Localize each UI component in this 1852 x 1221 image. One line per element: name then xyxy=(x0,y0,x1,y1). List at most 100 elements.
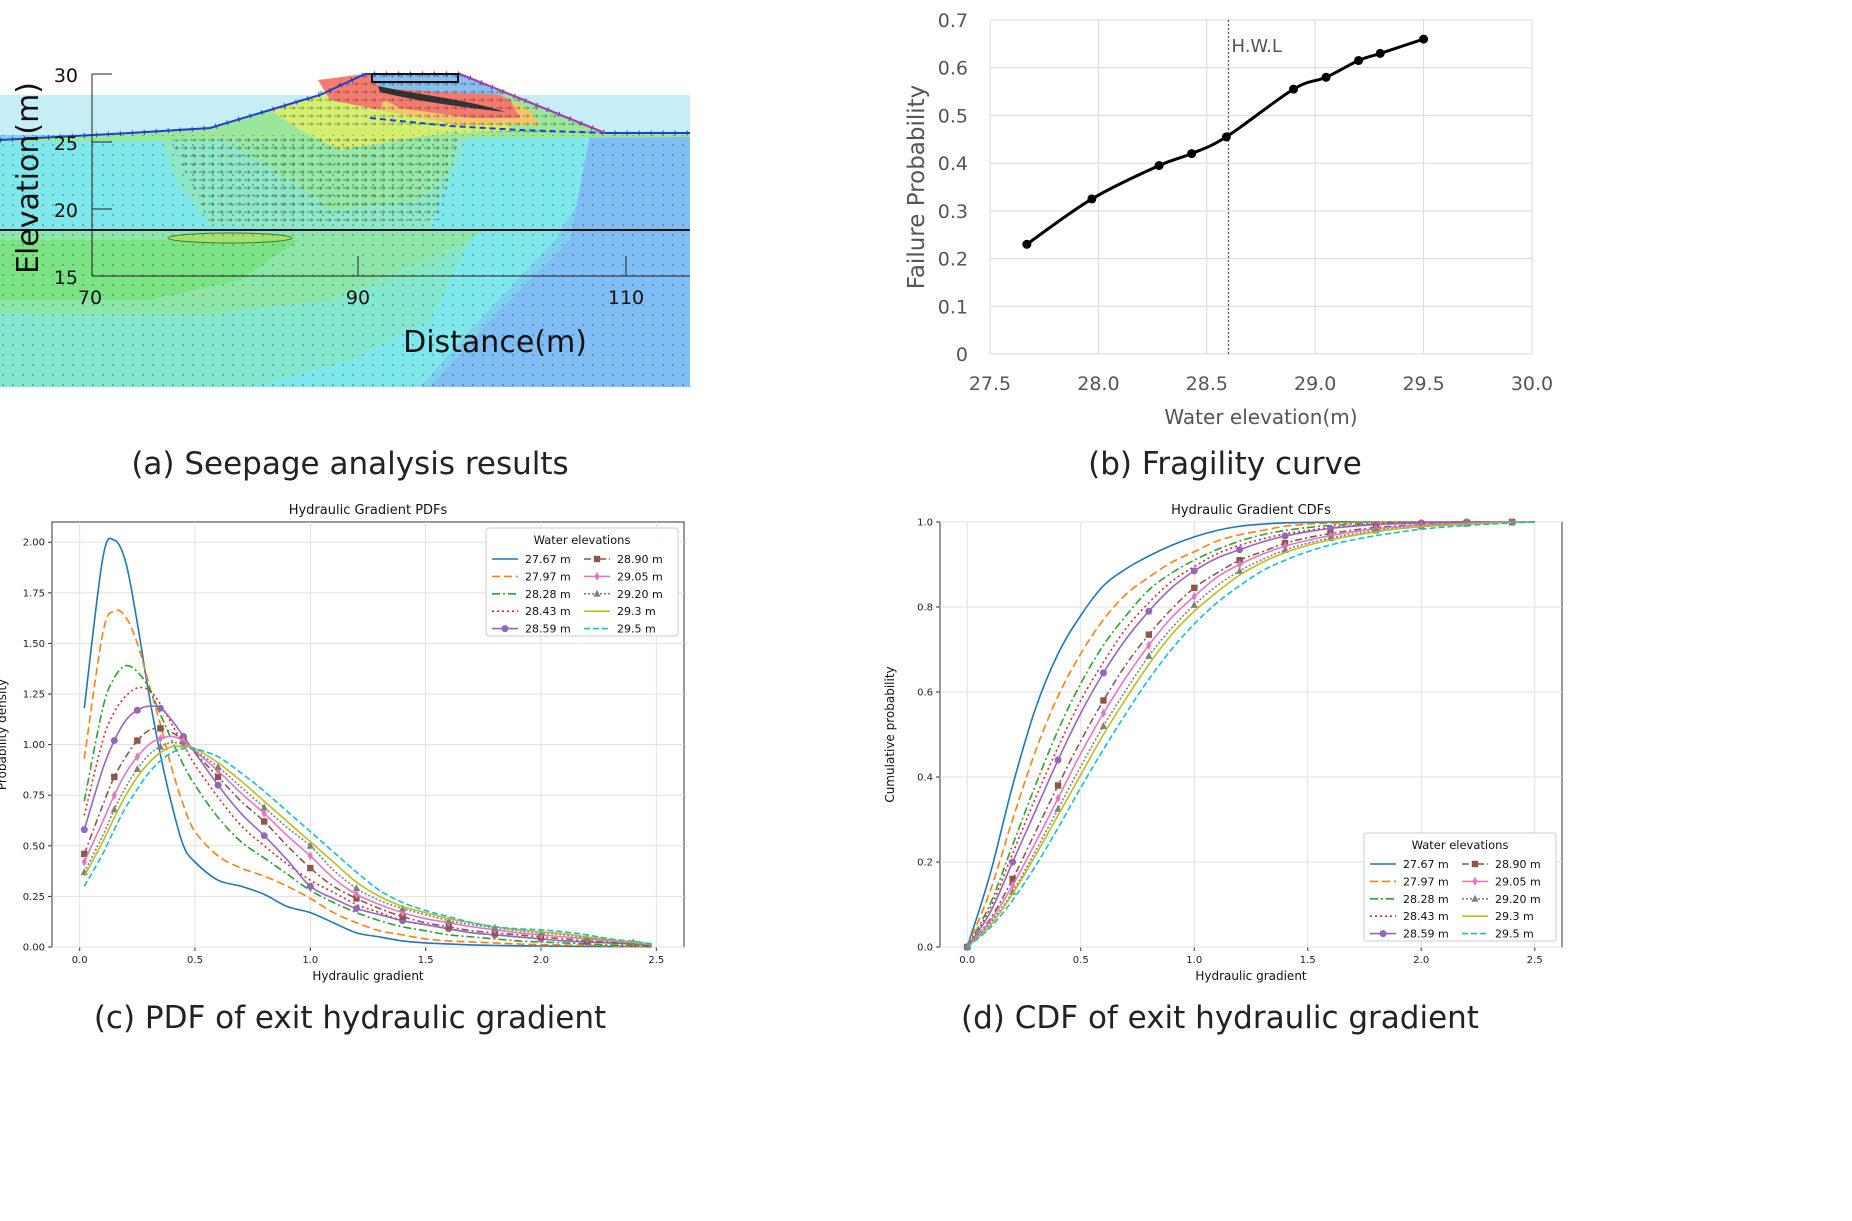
seepage-ylabel: Elevation(m) xyxy=(11,82,46,274)
y-tick-label: 1.0 xyxy=(917,518,933,529)
x-tick-label: 1.5 xyxy=(418,955,434,966)
y-tick-label: 0.75 xyxy=(23,791,45,802)
caption-d: (d) CDF of exit hydraulic gradient xyxy=(961,1000,1479,1036)
legend-label: 28.28 m xyxy=(1403,893,1449,906)
chart-title: Hydraulic Gradient PDFs xyxy=(289,503,448,518)
y-axis-label: Failure Probability xyxy=(904,85,930,290)
y-tick-label: 0.2 xyxy=(917,858,933,869)
series-marker xyxy=(1099,669,1107,677)
seepage-ytick-25: 25 xyxy=(54,133,78,155)
series-line xyxy=(83,741,652,945)
series-marker xyxy=(133,764,141,772)
data-point xyxy=(1087,194,1097,204)
x-tick-label: 29.0 xyxy=(1294,373,1336,395)
data-point xyxy=(1321,72,1331,82)
series-marker xyxy=(80,826,88,834)
series-marker xyxy=(1146,640,1152,650)
y-tick-label: 0.00 xyxy=(23,943,45,954)
series-marker xyxy=(1145,607,1153,615)
pdf-chart: 0.0 0.5 1.0 1.5 2.0 2.5 0.00 0.25 0.50 0.75 1.00 1.… xyxy=(0,503,685,983)
series-line xyxy=(966,521,1535,948)
series-marker xyxy=(1054,782,1062,789)
legend-label: 28.28 m xyxy=(525,588,571,601)
data-point xyxy=(1187,149,1197,159)
caption-a: (a) Seepage analysis results xyxy=(131,446,569,482)
data-point xyxy=(1154,161,1164,171)
x-tick-label: 1.0 xyxy=(302,955,318,966)
y-tick-label: 0.3 xyxy=(938,201,968,223)
y-tick-label: 0.8 xyxy=(917,603,933,614)
series-marker xyxy=(1379,930,1387,938)
series-marker xyxy=(214,781,222,789)
series-line xyxy=(966,521,1535,948)
legend-label: 28.59 m xyxy=(525,623,571,636)
series-marker xyxy=(445,916,453,924)
y-tick-label: 0.2 xyxy=(938,249,968,271)
series-marker xyxy=(1190,600,1198,608)
legend-label: 28.43 m xyxy=(1403,910,1449,923)
series-marker xyxy=(261,808,267,818)
legend-label: 27.67 m xyxy=(525,553,571,566)
y-axis-label: Cumulative probability xyxy=(883,666,897,802)
series-marker xyxy=(110,737,118,745)
series-marker xyxy=(1055,793,1061,803)
series-marker xyxy=(1009,875,1016,883)
data-point xyxy=(1221,132,1231,142)
y-axis-label: Probability density xyxy=(0,679,9,790)
series-marker xyxy=(156,742,165,750)
series-marker xyxy=(214,762,222,770)
series-marker xyxy=(1191,591,1197,601)
legend-box xyxy=(485,527,679,637)
series-marker xyxy=(1054,804,1062,812)
seepage-ytick-15: 15 xyxy=(54,267,78,289)
series-marker xyxy=(134,752,140,762)
y-tick-label: 1.25 xyxy=(23,690,45,701)
seepage-xtick-110: 110 xyxy=(608,287,644,309)
fragility-panel: 27.5 28.0 28.5 29.0 29.5 30.0 0 0.1 0.2 0.3 0.4 0.5… xyxy=(900,0,1560,440)
series-marker xyxy=(1100,697,1107,704)
seepage-ytick-30: 30 xyxy=(54,65,78,87)
y-tick-label: 1.50 xyxy=(23,639,45,650)
series-marker xyxy=(111,790,117,800)
y-tick-label: 0.0 xyxy=(917,943,933,954)
series-marker xyxy=(133,706,141,714)
series-marker xyxy=(1236,566,1244,574)
legend-label: 29.5 m xyxy=(1495,928,1534,941)
series-marker xyxy=(81,850,88,858)
legend-label: 29.05 m xyxy=(617,570,663,583)
legend-label: 29.3 m xyxy=(617,605,656,618)
data-point xyxy=(1289,84,1299,94)
x-tick-label: 28.0 xyxy=(1077,373,1119,395)
x-tick-label: 1.0 xyxy=(1186,955,1202,966)
y-tick-label: 1.00 xyxy=(23,740,45,751)
x-tick-label: 2.5 xyxy=(648,955,664,966)
legend-label: 29.5 m xyxy=(617,623,656,636)
x-tick-label: 0.5 xyxy=(1073,955,1089,966)
series-marker xyxy=(157,725,164,732)
series-marker xyxy=(1054,756,1062,764)
x-axis-label: Hydraulic gradient xyxy=(1195,969,1307,983)
series-marker xyxy=(306,841,314,849)
series-marker xyxy=(157,734,164,744)
legend-label: 29.3 m xyxy=(1495,910,1534,923)
y-tick-label: 1.75 xyxy=(23,588,45,599)
series-marker xyxy=(156,704,164,712)
series-marker xyxy=(399,908,406,918)
chart-title: Hydraulic Gradient CDFs xyxy=(1171,503,1331,518)
series-marker xyxy=(593,555,601,563)
series-marker xyxy=(1099,722,1108,729)
x-tick-label: 1.5 xyxy=(1300,955,1316,966)
y-tick-label: 0.6 xyxy=(938,58,968,80)
legend-label: 29.20 m xyxy=(1495,893,1541,906)
x-tick-label: 27.5 xyxy=(969,373,1011,395)
legend-label: 28.90 m xyxy=(617,553,663,566)
series-marker xyxy=(214,773,222,781)
x-tick-label: 2.0 xyxy=(1413,955,1429,966)
data-point xyxy=(1375,48,1385,58)
y-tick-label: 0.5 xyxy=(938,105,968,127)
series-marker xyxy=(501,625,509,633)
series-marker xyxy=(1100,708,1107,718)
series-marker xyxy=(398,904,407,912)
y-tick-label: 0 xyxy=(956,344,968,366)
series-marker xyxy=(261,818,268,825)
